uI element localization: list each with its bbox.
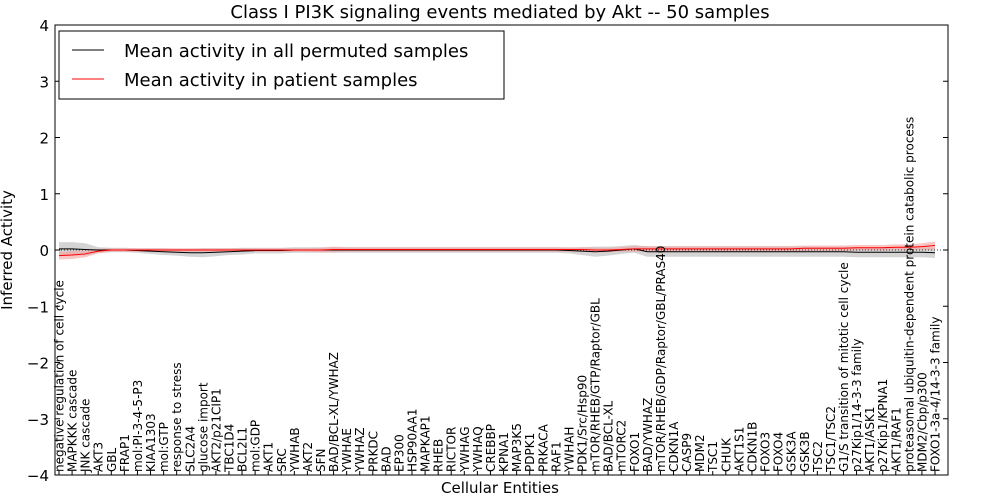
x-tick-label: SLC2A4: [183, 426, 197, 472]
x-tick-label: RHEB: [432, 439, 446, 472]
y-tick-label: 2: [39, 130, 49, 148]
x-tick-label: G1/S transition of mitotic cell cycle: [837, 262, 851, 472]
y-tick-label: −3: [27, 411, 49, 429]
x-tick-label: MDM2/Cbp/p300: [915, 372, 929, 472]
x-tick-label: KIAA1303: [144, 413, 158, 472]
series-lines: [55, 245, 948, 257]
x-tick-label: YWHAH: [562, 427, 576, 473]
x-tick-label: AKT3: [92, 442, 106, 472]
x-tick-label: GSK3A: [785, 431, 799, 472]
x-tick-label: AKT2: [301, 442, 315, 472]
x-tick-label: mTOR/RHEB/GTP/Raptor/GBL: [589, 298, 603, 472]
x-tick-label: TBC1D4: [222, 424, 236, 473]
x-tick-label: FOXO3: [759, 432, 773, 472]
x-tick-label: TSC1: [706, 441, 720, 473]
patient-mean-line: [58, 245, 936, 257]
x-tick-label: BAD: [379, 446, 393, 472]
chart-title: Class I PI3K signaling events mediated b…: [230, 2, 769, 23]
x-tick-label: PRKACA: [536, 423, 550, 472]
x-tick-label: BCL2L1: [236, 427, 250, 472]
x-tick-label: PRKDC: [366, 431, 380, 472]
x-tick-label: p27Kip1/KPNA1: [876, 379, 890, 472]
y-tick-label: 3: [39, 73, 49, 91]
x-tick-label: mTORC2: [615, 420, 629, 472]
x-tick-label: MAPKAP1: [419, 415, 433, 472]
x-tick-label: YWHAQ: [471, 426, 485, 473]
legend-frame: [58, 30, 505, 100]
x-tick-label: GBL: [105, 447, 119, 472]
x-tick-label: KPNA1: [497, 432, 511, 472]
x-tick-label: RICTOR: [445, 427, 459, 472]
x-tick-label: MAPKKK cascade: [66, 370, 80, 472]
x-tick-label: FOXO1-3a-4/14-3-3 family: [929, 317, 943, 473]
x-tick-labels: negative regulation of cell cycle MAPKKK …: [53, 117, 943, 473]
x-tick-label: CREBBP: [484, 424, 498, 472]
x-tick-label: FRAP1: [118, 434, 132, 472]
x-tick-label: AKT1/ASK1: [863, 407, 877, 472]
y-tick-label: −1: [27, 298, 49, 316]
x-tick-label: CDKN1B: [745, 422, 759, 472]
x-tick-label: TSC1/TSC2: [824, 406, 838, 473]
legend: Mean activity in all permuted samples Me…: [58, 30, 505, 100]
x-tick-label: proteasomal ubiquitin-dependent protein …: [902, 117, 916, 472]
legend-label-permuted: Mean activity in all permuted samples: [124, 41, 468, 62]
x-tick-label: BAD/YWHAZ: [641, 398, 655, 472]
x-tick-label: YWHAG: [458, 426, 472, 473]
plot-area: −4 −3 −2 −1 0 1 2 3 4 negative regulation of cel…: [27, 17, 949, 485]
x-tick-label: TSC2: [811, 441, 825, 473]
x-tick-label: mol:GDP: [249, 420, 263, 472]
y-tick-label: −2: [27, 355, 49, 373]
x-tick-label: glucose import: [196, 382, 210, 472]
x-tick-label: BAD/BCL-XL: [602, 400, 616, 472]
x-tick-label: negative regulation of cell cycle: [53, 280, 67, 472]
x-tick-label: PDK1/Src/Hsp90: [575, 375, 589, 472]
x-tick-label: AKT2/p21CIP1: [209, 388, 223, 472]
y-tick-label: 1: [39, 186, 49, 204]
x-tick-label: CDKN1A: [667, 421, 681, 472]
x-tick-label: HSP90AA1: [406, 408, 420, 472]
x-tick-label: BAD/BCL-XL/YWHAZ: [327, 352, 341, 472]
x-tick-label: mTOR/RHEB/GDP/Raptor/GBL/PRAS40: [654, 246, 668, 472]
x-tick-label: YWHAB: [288, 427, 302, 473]
x-tick-label: p27Kip1/14-3-3 family: [850, 339, 864, 472]
x-tick-label: GSK3B: [798, 431, 812, 472]
x-tick-label: mol:PI-3-4-5-P3: [131, 380, 145, 472]
x-tick-label: FOXO1: [628, 432, 642, 472]
x-tick-label: SRC: [275, 448, 289, 472]
x-tick-label: AKT1: [262, 442, 276, 472]
x-axis-ticks: [58, 471, 936, 475]
patient-confidence-band: [59, 241, 935, 260]
x-tick-label: mol:GTP: [157, 422, 171, 472]
x-tick-label: MDM2: [693, 434, 707, 472]
y-tick-label: 4: [39, 17, 49, 35]
x-tick-label: CASP9: [680, 433, 694, 472]
x-tick-label: AKT1/RAF1: [889, 407, 903, 472]
x-tick-label: AKT1S1: [732, 427, 746, 472]
x-tick-label: CHUK: [719, 437, 733, 472]
x-axis-label: Cellular Entities: [441, 479, 559, 497]
y-axis-ticks: −4 −3 −2 −1 0 1 2 3 4: [27, 17, 948, 485]
legend-label-patient: Mean activity in patient samples: [124, 70, 418, 91]
x-tick-label: YWHAE: [340, 428, 354, 473]
x-tick-label: RAF1: [549, 441, 563, 472]
y-tick-label: 0: [39, 242, 49, 260]
x-tick-label: MAP3K5: [510, 423, 524, 472]
y-axis-label: Inferred Activity: [0, 190, 16, 310]
x-tick-label: JNK cascade: [79, 399, 93, 473]
x-tick-label: SFN: [314, 448, 328, 472]
x-tick-label: response to stress: [170, 362, 184, 472]
x-tick-label: YWHAZ: [353, 427, 367, 473]
y-tick-label: −4: [27, 467, 49, 485]
x-tick-label: PDPK1: [523, 433, 537, 472]
x-tick-label: FOXO4: [772, 432, 786, 472]
permuted-mean-line: [59, 248, 936, 254]
x-tick-label: EP300: [392, 434, 406, 472]
